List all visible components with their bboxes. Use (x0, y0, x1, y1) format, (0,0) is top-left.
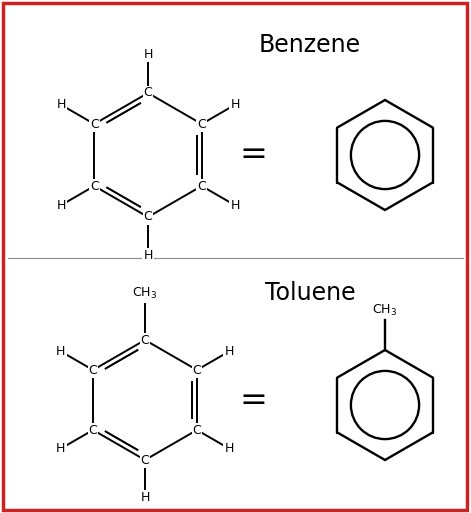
Text: CH$_3$: CH$_3$ (132, 286, 158, 301)
Text: C: C (89, 364, 97, 377)
Text: H: H (140, 491, 150, 504)
Text: C: C (193, 424, 201, 437)
Text: H: H (56, 345, 65, 358)
Text: C: C (141, 333, 149, 346)
Text: CH$_3$: CH$_3$ (373, 303, 398, 318)
Text: H: H (225, 442, 234, 455)
Text: C: C (89, 424, 97, 437)
Text: Toluene: Toluene (265, 281, 355, 305)
Text: C: C (197, 180, 206, 192)
Text: H: H (230, 199, 240, 212)
Text: C: C (144, 210, 153, 224)
Text: C: C (193, 364, 201, 377)
Text: =: = (239, 139, 267, 171)
Text: H: H (57, 98, 65, 111)
Text: C: C (141, 453, 149, 466)
Text: H: H (57, 199, 65, 212)
Text: =: = (239, 384, 267, 417)
Text: H: H (225, 345, 234, 358)
Text: C: C (90, 180, 99, 192)
Text: H: H (143, 249, 153, 262)
Text: Benzene: Benzene (259, 33, 361, 57)
Text: C: C (90, 117, 99, 130)
Text: H: H (143, 48, 153, 61)
Text: C: C (144, 87, 153, 100)
Text: H: H (230, 98, 240, 111)
Text: H: H (56, 442, 65, 455)
Text: C: C (197, 117, 206, 130)
